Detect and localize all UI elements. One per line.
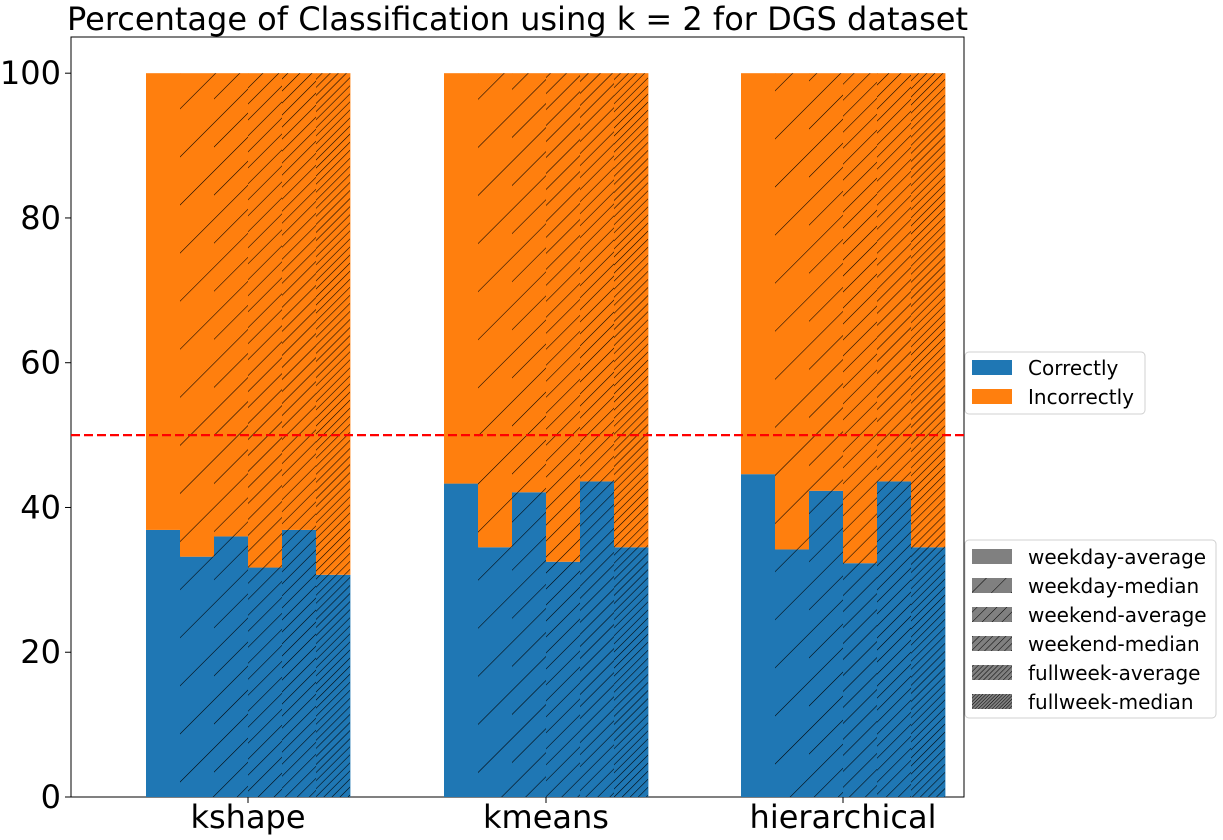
bar-incorrectly-kshape-weekday-average [146,73,181,530]
legend-label-fullweek-average: fullweek-average [1028,661,1200,685]
legend-label-fullweek-median: fullweek-median [1028,690,1194,714]
y-axis: 0 20 40 60 80 100 [0,54,71,816]
y-tick-label: 0 [41,778,61,816]
legend-label-correctly: Correctly [1028,356,1119,380]
legend-hatch-weekend-median [972,636,1012,651]
legend-swatch-weekday-average [972,549,1012,564]
bar-correctly-hierarchical-weekday-average [741,474,776,797]
legend-variants-frame [964,539,1217,719]
legend-label-weekday-average: weekday-average [1028,545,1206,569]
hatch-kmeans-weekend-median [546,73,580,797]
y-tick-label: 20 [20,633,61,671]
chart-title: Percentage of Classification using k = 2… [67,0,968,38]
x-tick-label-kshape: kshape [190,798,305,836]
legend-hatch-fullweek-average [972,665,1012,680]
bar-incorrectly-kmeans-weekday-average [444,73,479,484]
legend-label-weekday-median: weekday-median [1028,574,1199,598]
x-axis: kshape kmeans hierarchical [190,797,936,836]
legend-hatch-fullweek-median [972,694,1012,709]
legend-hatch-weekday-median [972,578,1012,593]
legend-label-incorrectly: Incorrectly [1028,385,1134,409]
y-tick-label: 80 [20,199,61,237]
bar-correctly-kmeans-weekday-average [444,483,479,797]
legend-variants: weekday-average weekday-median weekend-ave… [964,539,1217,719]
legend-swatch-incorrectly [972,389,1012,404]
legend-hatch-weekend-average [972,607,1012,622]
y-tick-label: 100 [0,54,61,92]
legend-swatch-correctly [972,360,1012,375]
legend-label-weekend-median: weekend-median [1028,632,1200,656]
x-tick-label-kmeans: kmeans [483,798,609,836]
x-tick-label-hierarchical: hierarchical [750,798,937,836]
bar-correctly-kshape-weekday-average [146,529,181,797]
y-tick-label: 60 [20,344,61,382]
bar-incorrectly-hierarchical-weekday-average [741,73,776,475]
legend-label-weekend-average: weekend-average [1028,603,1207,627]
y-tick-label: 40 [20,488,61,526]
legend-series: Correctly Incorrectly [964,351,1146,415]
